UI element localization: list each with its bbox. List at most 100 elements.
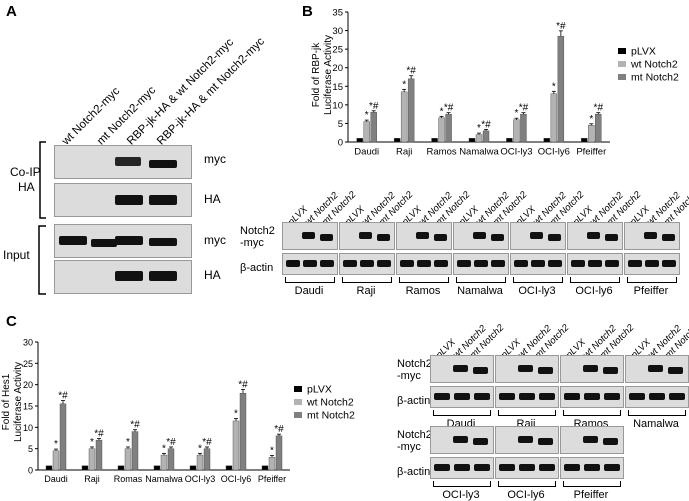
cell-line-bracket bbox=[433, 410, 491, 416]
cell-line-label: Namalwa bbox=[457, 285, 503, 297]
band bbox=[564, 464, 580, 471]
y-tick-label: 10 bbox=[23, 423, 33, 433]
significance-label: * bbox=[440, 106, 444, 117]
chart-c: Fold of Hes1 Luciferase Activity 0 5 10 15 2… bbox=[1, 338, 355, 485]
blot-actin bbox=[339, 253, 395, 275]
blot-actin bbox=[396, 253, 452, 275]
y-tick-label: 25 bbox=[332, 45, 343, 56]
legend-label: pLVX bbox=[631, 46, 656, 58]
band bbox=[491, 260, 505, 267]
band bbox=[662, 234, 675, 241]
bar-plvx bbox=[581, 138, 588, 143]
y-tick-label: 15 bbox=[332, 82, 343, 93]
significance-label: * bbox=[54, 439, 58, 450]
blot-label: myc bbox=[204, 152, 226, 166]
significance-label: * bbox=[90, 437, 94, 448]
significance-label: *# bbox=[594, 103, 604, 114]
band bbox=[303, 260, 317, 267]
bar-plvx bbox=[45, 465, 53, 471]
row-label-actin: β-actin bbox=[397, 466, 431, 478]
y-tick-label: 25 bbox=[23, 359, 33, 369]
significance-label: * bbox=[270, 445, 274, 456]
bar-wt-notch2 bbox=[513, 119, 520, 143]
blot-notch2-myc bbox=[430, 426, 494, 454]
band bbox=[519, 464, 535, 471]
lane-label: wt Notch2-myc bbox=[60, 85, 123, 148]
band bbox=[434, 464, 450, 471]
legend-label: mt Notch2 bbox=[307, 410, 355, 422]
blot-actin bbox=[560, 457, 624, 479]
blot-actin bbox=[495, 457, 559, 479]
band bbox=[629, 393, 645, 400]
band bbox=[518, 436, 533, 443]
blot-actin bbox=[560, 386, 624, 408]
band bbox=[583, 365, 598, 372]
band bbox=[571, 260, 585, 267]
band bbox=[644, 232, 657, 239]
band bbox=[668, 367, 683, 374]
band bbox=[587, 232, 600, 239]
blot-notch2-myc bbox=[339, 222, 395, 250]
cell-line-bracket bbox=[513, 277, 563, 283]
cell-line-label: Pfeiffer bbox=[573, 489, 609, 501]
band bbox=[454, 393, 470, 400]
blot-notch2-myc bbox=[510, 222, 566, 250]
cell-line-bracket bbox=[563, 410, 621, 416]
band bbox=[320, 260, 334, 267]
blot-notch2-myc bbox=[567, 222, 623, 250]
bar-wt-notch2 bbox=[88, 448, 96, 471]
band bbox=[605, 260, 619, 267]
band bbox=[416, 232, 429, 239]
blot-actin bbox=[453, 253, 509, 275]
blot-notch2-myc bbox=[396, 222, 452, 250]
category-label: Raji bbox=[84, 474, 100, 484]
cell-line-label: Namalwa bbox=[633, 418, 679, 430]
blot-actin bbox=[430, 457, 494, 479]
legend-swatch bbox=[618, 61, 626, 67]
band bbox=[564, 393, 580, 400]
band bbox=[519, 393, 535, 400]
significance-label: *# bbox=[58, 391, 68, 402]
band bbox=[400, 260, 414, 267]
significance-label: *# bbox=[481, 119, 491, 130]
blot-notch2-myc bbox=[430, 355, 494, 383]
category-label: Pfeiffer bbox=[576, 147, 606, 158]
significance-label: *# bbox=[238, 379, 248, 390]
cell-line-bracket bbox=[628, 410, 686, 416]
blot-notch2-myc bbox=[560, 355, 624, 383]
bar-wt-notch2 bbox=[52, 450, 60, 471]
band bbox=[605, 234, 618, 241]
cell-line-label: OCI-ly6 bbox=[507, 489, 545, 501]
band bbox=[360, 260, 374, 267]
bar-mt-notch2 bbox=[520, 113, 527, 143]
y-tick-label: 20 bbox=[332, 63, 343, 74]
cell-line-label: OCI-ly3 bbox=[518, 285, 556, 297]
band bbox=[302, 232, 315, 239]
blot-actin bbox=[495, 386, 559, 408]
category-label: Raji bbox=[396, 147, 412, 158]
cell-line-bracket bbox=[456, 277, 506, 283]
bar-plvx bbox=[153, 465, 161, 471]
band bbox=[499, 393, 515, 400]
chart-b-ylabel: Fold of RBP-jk bbox=[311, 42, 322, 107]
cell-line-label: OCI-ly3 bbox=[442, 489, 480, 501]
row-label-myc: -myc bbox=[397, 441, 421, 453]
legend-swatch bbox=[294, 412, 302, 418]
significance-label: * bbox=[552, 81, 556, 92]
significance-label: *# bbox=[166, 437, 176, 448]
category-label: Daudi bbox=[354, 147, 379, 158]
category-label: OCI-ly6 bbox=[221, 474, 252, 484]
blot-notch2-myc bbox=[624, 222, 680, 250]
band bbox=[434, 260, 448, 267]
bar-mt-notch2 bbox=[275, 435, 283, 471]
y-tick-label: 20 bbox=[23, 380, 33, 390]
significance-label: * bbox=[234, 408, 238, 419]
blot-actin bbox=[624, 253, 680, 275]
bar-plvx bbox=[393, 138, 401, 143]
band bbox=[454, 464, 470, 471]
panel-letter-a: A bbox=[6, 3, 17, 20]
blot-actin bbox=[625, 386, 689, 408]
band bbox=[473, 367, 488, 374]
blot-input-ha bbox=[54, 260, 192, 294]
y-tick-label: 10 bbox=[332, 100, 343, 111]
